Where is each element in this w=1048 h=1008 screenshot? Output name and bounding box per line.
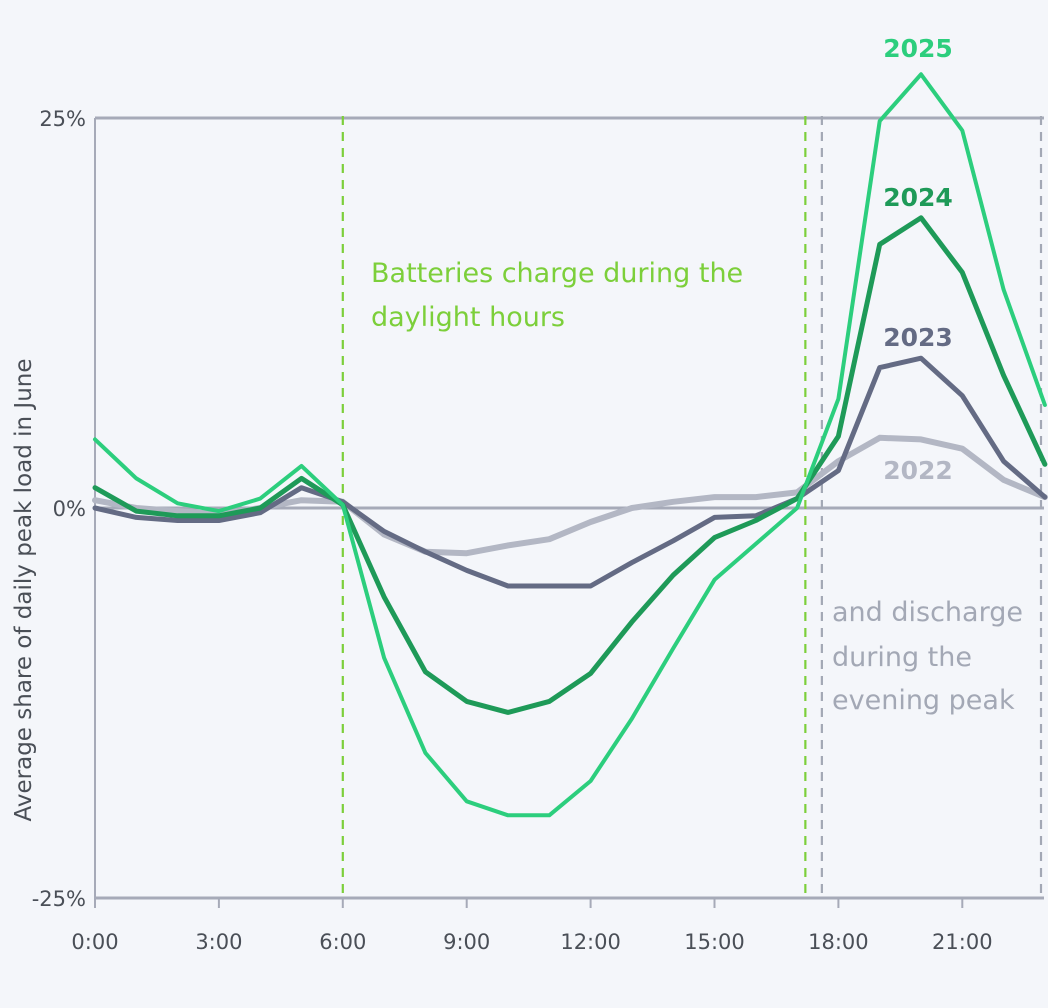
y-tick-label: -25% <box>32 887 86 911</box>
series-line-2023 <box>92 355 1048 589</box>
axes: 25% 0% -25% 0:00 3:00 6:00 9:00 12:00 15:00 18:00… <box>32 107 993 954</box>
series-line-2025 <box>93 72 1047 818</box>
annotation-charge-line-1: Batteries charge during the <box>371 258 743 289</box>
annotation-discharge-line-2: during the <box>832 642 972 673</box>
grid-lines <box>95 116 1044 900</box>
x-tick-label: 6:00 <box>319 930 366 954</box>
x-tick-label: 15:00 <box>684 930 745 954</box>
x-tick-label: 21:00 <box>932 930 993 954</box>
series-label-2022: 2022 <box>883 456 953 485</box>
series-label-2025: 2025 <box>883 34 953 63</box>
series-line-2024 <box>92 215 1048 715</box>
x-tick-label: 9:00 <box>443 930 490 954</box>
annotation-charge-line-2: daylight hours <box>371 302 565 333</box>
series-label-2024: 2024 <box>883 183 953 212</box>
x-tick-label: 0:00 <box>71 930 118 954</box>
x-tick-label: 3:00 <box>195 930 242 954</box>
y-tick-label: 0% <box>53 497 86 521</box>
series-label-2023: 2023 <box>883 323 953 352</box>
x-tick-label: 12:00 <box>560 930 621 954</box>
annotation-discharge-line-1: and discharge <box>832 597 1023 628</box>
y-tick-label: 25% <box>39 107 86 131</box>
x-tick-label: 18:00 <box>808 930 869 954</box>
series-lines <box>92 72 1048 818</box>
y-axis-label: Average share of daily peak load in June <box>11 358 37 821</box>
annotation-discharge-line-3: evening peak <box>832 685 1015 716</box>
